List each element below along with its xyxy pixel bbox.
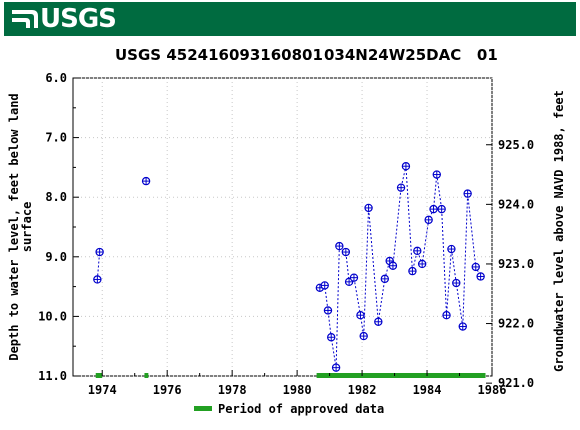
y-left-tick-label: 11.0 [38,369,67,383]
data-point-marker [447,244,456,254]
data-point-marker [374,317,383,326]
x-tick-label: 1974 [88,383,117,397]
y-right-tick-label: 925.0 [498,138,534,152]
data-point-marker [359,331,368,341]
data-point-marker [380,274,390,284]
y-right-tick-label: 923.0 [498,257,534,271]
data-point-marker [341,247,351,257]
data-point-marker [401,162,411,171]
x-tick-label: 1980 [283,383,312,397]
data-point-marker [458,322,467,331]
x-tick-label: 1978 [218,383,247,397]
y-axis-left-label-line2: surface [20,202,34,253]
y-left-tick-label: 7.0 [45,131,67,145]
data-point-marker [408,266,417,276]
data-point-marker [364,203,373,213]
series-dashed-line-early [96,251,101,280]
approved-period-bar [144,373,149,378]
series-dashed-line [319,166,482,368]
data-point-marker [471,262,480,272]
usgs-wave-icon [12,10,38,28]
usgs-logo[interactable]: USGS [10,2,117,36]
y-axis-right-label: Groundwater level above NAVD 1988, feet [552,90,566,372]
data-point-marker [93,275,102,284]
data-point-marker [349,273,359,282]
data-point-marker [331,363,341,372]
legend-approved-label: Period of approved data [218,402,384,416]
usgs-header-bar: USGS [4,2,576,36]
y-left-tick-label: 8.0 [45,190,67,204]
data-point-marker [429,204,438,214]
data-point-marker [442,311,451,320]
approved-period-bar [95,373,103,378]
data-point-marker [463,189,472,198]
y-right-tick-label: 922.0 [498,317,534,331]
data-point-marker [396,183,406,192]
data-point-marker [327,333,336,342]
data-point-marker [432,170,441,179]
plot-area [72,77,493,377]
x-tick-label: 1982 [348,383,377,397]
data-point-marker [95,247,104,257]
usgs-logo-text: USGS [40,4,117,34]
data-point-marker [141,176,151,186]
approved-period-bar [316,373,486,378]
data-point-marker [320,281,329,290]
y-axis-left-label-line1: Depth to water level, feet below land [7,93,21,360]
data-point-marker [476,272,485,281]
y-left-tick-label: 10.0 [38,309,67,323]
data-point-marker [437,204,446,214]
data-point-marker [388,261,398,270]
y-right-tick-label: 921.0 [498,376,534,390]
legend: Period of approved data [194,402,384,416]
x-tick-label: 1984 [413,383,442,397]
data-point-marker [452,278,461,288]
y-left-tick-label: 9.0 [45,250,67,264]
x-tick-label: 1976 [153,383,182,397]
data-point-marker [323,306,333,315]
data-point-marker [417,259,427,269]
y-left-tick-label: 6.0 [45,71,67,85]
chart-title-station: 034N24W25DAC 01 [324,46,498,64]
data-point-marker [424,215,433,225]
chart-title-site: USGS 452416093160801 [115,46,323,64]
data-point-marker [413,246,422,256]
legend-approved-swatch [194,406,212,411]
data-point-marker [335,241,344,251]
data-point-marker [356,311,365,320]
y-right-tick-label: 924.0 [498,197,534,211]
x-tick-label: 1986 [478,383,507,397]
